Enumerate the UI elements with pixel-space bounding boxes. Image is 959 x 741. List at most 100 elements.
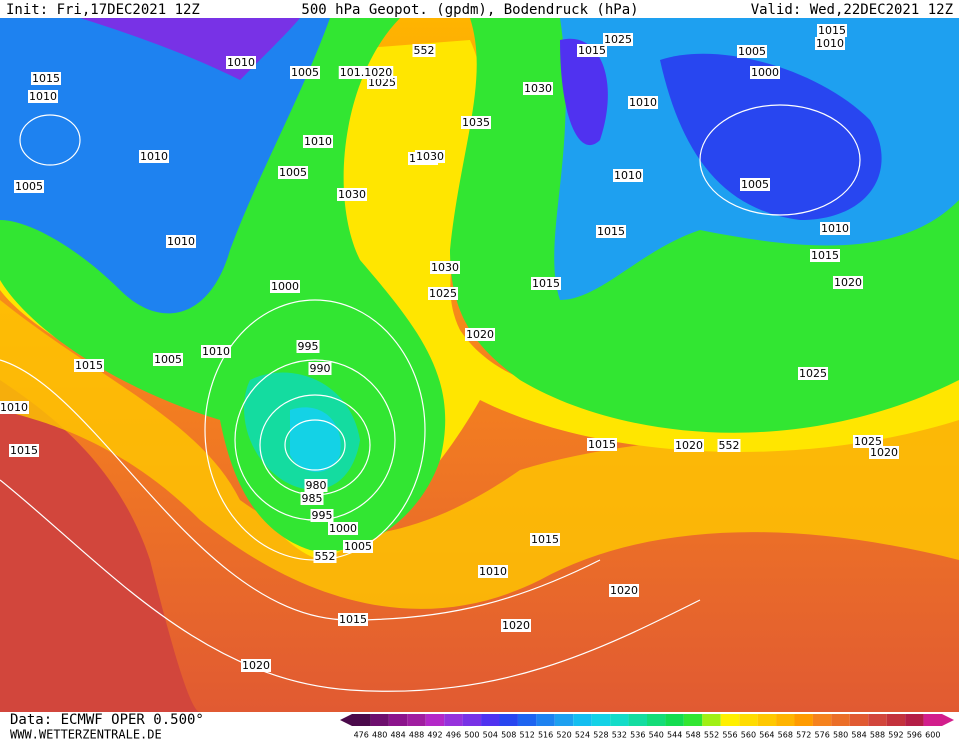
isobar-label: 1010 <box>614 169 642 182</box>
label-box <box>367 76 397 89</box>
scale-label: 504 <box>483 731 498 740</box>
isobar-label: 1000 <box>271 280 299 293</box>
label-box <box>166 235 196 248</box>
scale-label: 584 <box>851 731 866 740</box>
scale-swatch <box>591 714 611 726</box>
label-box <box>412 44 436 57</box>
scale-swatch <box>886 714 906 726</box>
label-box <box>587 438 617 451</box>
scale-label: 600 <box>925 731 940 740</box>
isobar-label: 552 <box>414 44 435 57</box>
label-box <box>613 169 643 182</box>
isobar-label: 1020 <box>834 276 862 289</box>
scale-swatch <box>517 714 537 726</box>
scale-swatch <box>849 714 869 726</box>
isobar-label: 1015 <box>75 359 103 372</box>
label-box <box>461 116 491 129</box>
isobar-label: 1005 <box>15 180 43 193</box>
scale-swatch <box>757 714 777 726</box>
isobar-label: 1005 <box>741 178 769 191</box>
label-box <box>820 222 850 235</box>
isobar-label: 1025 <box>429 287 457 300</box>
label-box <box>74 359 104 372</box>
label-box <box>290 66 320 79</box>
isobar-label: 1025 <box>799 367 827 380</box>
scale-swatch <box>462 714 482 726</box>
scale-swatch <box>407 714 426 726</box>
isobar-label: 1005 <box>738 45 766 58</box>
isobar-label: 1010 <box>0 401 28 414</box>
scale-swatch <box>868 714 887 726</box>
isobar-label: 1020 <box>610 584 638 597</box>
map-field <box>0 18 959 712</box>
scale-label: 516 <box>538 731 553 740</box>
isobar-label: 1005 <box>291 66 319 79</box>
valid-time: Valid: Wed,22DEC2021 12Z <box>751 2 953 18</box>
label-box <box>609 584 639 597</box>
site: WWW.WETTERZENTRALE.DE <box>10 728 162 741</box>
label-box <box>153 353 183 366</box>
scale-swatch <box>628 714 647 726</box>
isobar-label: 990 <box>310 362 331 375</box>
label-box <box>28 90 58 103</box>
label-box <box>226 56 256 69</box>
scale-label: 476 <box>354 731 369 740</box>
isobar-label: 1030 <box>338 188 366 201</box>
init-time: Init: Fri,17DEC2021 12Z <box>6 2 200 18</box>
label-box <box>278 166 308 179</box>
scale-swatch <box>776 714 795 726</box>
scale-label: 572 <box>796 731 811 740</box>
scale-swatch <box>370 714 389 726</box>
scale-label: 588 <box>870 731 885 740</box>
label-box <box>0 401 29 414</box>
isobar-label: 1020 <box>466 328 494 341</box>
scale-label: 532 <box>612 731 627 740</box>
scale-label: 508 <box>501 731 516 740</box>
isobar-label: 980 <box>306 479 327 492</box>
scale-label: 512 <box>520 731 535 740</box>
scale-swatch <box>812 714 832 726</box>
label-box <box>300 492 324 505</box>
isobar-label: 1010 <box>227 56 255 69</box>
isobar-label: 1010 <box>821 222 849 235</box>
isobar-label: 1010 <box>140 150 168 163</box>
scale-label: 560 <box>741 731 756 740</box>
map-title: 500 hPa Geopot. (gpdm), Bodendruck (hPa) <box>301 2 638 18</box>
label-box <box>308 362 332 375</box>
scale-swatch <box>831 714 850 726</box>
scale-label: 488 <box>409 731 424 740</box>
label-box <box>815 37 845 50</box>
scale-swatch <box>573 714 592 726</box>
isobar-label: 1010 <box>479 565 507 578</box>
label-box <box>750 66 780 79</box>
isobar-label: 1020 <box>675 439 703 452</box>
isobar-label: 1010 <box>29 90 57 103</box>
scale-label: 548 <box>685 731 700 740</box>
isobar-label: 1015 <box>597 225 625 238</box>
scale-label: 556 <box>722 731 737 740</box>
label-box <box>328 522 358 535</box>
scale-label: 492 <box>427 731 442 740</box>
isobar-label: 1010 <box>629 96 657 109</box>
isobar-label: 1025 <box>604 33 632 46</box>
isobar-label: 985 <box>302 492 323 505</box>
scale-label: 576 <box>815 731 830 740</box>
scale-swatch <box>554 714 574 726</box>
label-box <box>337 188 367 201</box>
label-box <box>338 66 394 79</box>
isobar-label: 1005 <box>279 166 307 179</box>
isobar-label: 1035 <box>462 116 490 129</box>
scale-swatch <box>665 714 684 726</box>
label-box <box>530 533 560 546</box>
isobar-label: 1010 <box>202 345 230 358</box>
label-box <box>596 225 626 238</box>
isobar-label: 1015 <box>339 613 367 626</box>
scale-swatch <box>647 714 666 726</box>
scale-label: 568 <box>778 731 793 740</box>
isobar-label: 1030 <box>416 150 444 163</box>
label-box <box>465 328 495 341</box>
scale-label: 544 <box>667 731 682 740</box>
isobar-label: 995 <box>298 340 319 353</box>
isobar-label: 1015 <box>578 44 606 57</box>
